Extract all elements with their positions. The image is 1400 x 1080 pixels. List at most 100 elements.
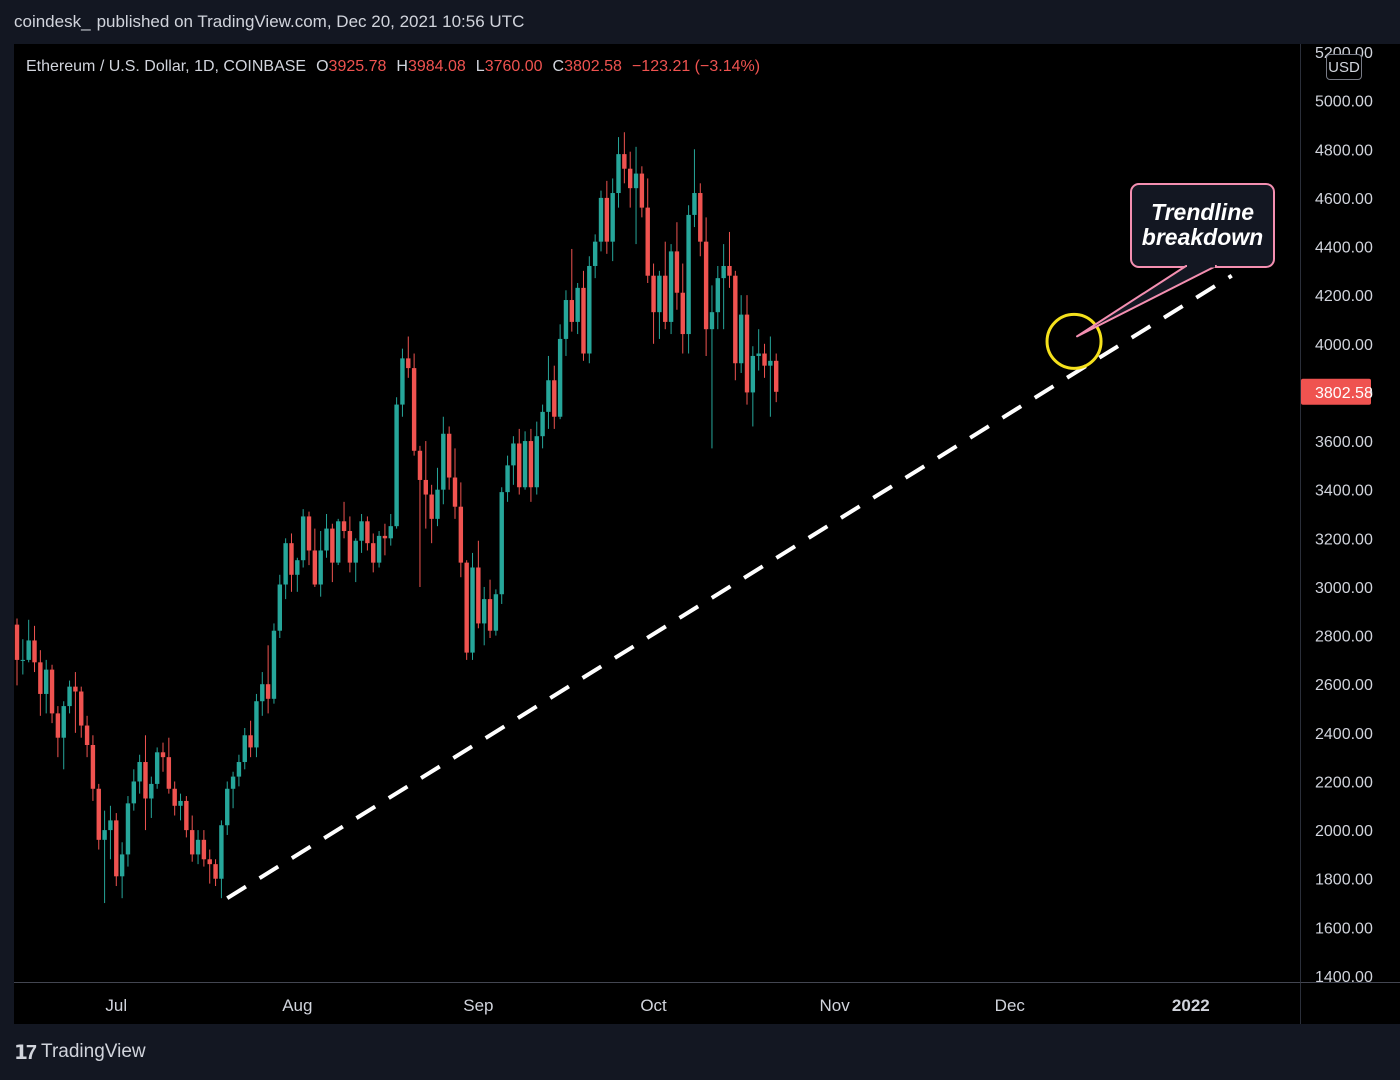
candle[interactable] (511, 436, 516, 485)
candle[interactable] (657, 270, 662, 339)
candle[interactable] (569, 248, 574, 332)
candle[interactable] (715, 265, 720, 330)
candle[interactable] (616, 137, 621, 208)
candle[interactable] (668, 244, 674, 335)
breakdown-highlight-circle[interactable] (1045, 312, 1103, 370)
candle[interactable] (365, 516, 370, 551)
candle[interactable] (49, 664, 55, 724)
candle[interactable] (738, 295, 744, 373)
candle[interactable] (534, 421, 539, 495)
candle[interactable] (38, 650, 43, 716)
candle[interactable] (505, 455, 510, 502)
candle[interactable] (411, 353, 417, 456)
candle[interactable] (336, 518, 341, 566)
candle[interactable] (79, 686, 84, 738)
candle[interactable] (686, 205, 691, 354)
candle[interactable] (318, 531, 323, 597)
candle[interactable] (744, 295, 750, 405)
candle[interactable] (300, 509, 306, 568)
candle[interactable] (236, 754, 242, 787)
candle[interactable] (563, 290, 569, 356)
candle[interactable] (254, 693, 259, 758)
candle[interactable] (201, 830, 207, 867)
candle[interactable] (394, 397, 399, 529)
candle[interactable] (698, 183, 703, 257)
candle[interactable] (639, 166, 645, 218)
candle[interactable] (67, 680, 72, 714)
candle[interactable] (44, 659, 49, 714)
candle[interactable] (55, 706, 61, 758)
candle[interactable] (283, 538, 288, 600)
candle[interactable] (137, 754, 142, 794)
candle[interactable] (230, 771, 236, 809)
candle[interactable] (119, 842, 125, 899)
candle[interactable] (429, 484, 434, 544)
candle[interactable] (423, 441, 428, 529)
candle[interactable] (774, 353, 779, 403)
tradingview-logo-icon[interactable]: 𝟭7 (14, 1041, 37, 1064)
candle[interactable] (446, 426, 452, 490)
symbol-label[interactable]: Ethereum / U.S. Dollar, 1D, COINBASE (26, 58, 307, 75)
candle[interactable] (768, 336, 773, 417)
candle[interactable] (26, 619, 31, 663)
candle[interactable] (610, 178, 615, 262)
candle[interactable] (172, 781, 177, 816)
candle[interactable] (762, 343, 767, 378)
candle[interactable] (207, 849, 212, 884)
candle[interactable] (458, 482, 464, 578)
candle[interactable] (575, 283, 580, 335)
candle[interactable] (721, 244, 726, 330)
trendline[interactable] (226, 274, 1233, 900)
candle[interactable] (604, 180, 610, 254)
candle[interactable] (20, 639, 26, 675)
candle[interactable] (493, 589, 499, 636)
candle[interactable] (324, 514, 329, 558)
candle[interactable] (546, 355, 551, 429)
candle[interactable] (388, 514, 393, 546)
candle[interactable] (265, 645, 271, 714)
candle[interactable] (733, 270, 738, 381)
candle[interactable] (143, 735, 148, 831)
candle[interactable] (359, 514, 364, 553)
candle[interactable] (756, 329, 761, 371)
candle[interactable] (114, 813, 119, 887)
candle[interactable] (277, 574, 282, 639)
candle[interactable] (592, 234, 598, 279)
candle[interactable] (213, 859, 218, 887)
candle[interactable] (709, 285, 715, 449)
candle[interactable] (32, 625, 37, 673)
candle[interactable] (441, 416, 446, 505)
candle[interactable] (242, 727, 247, 770)
candle[interactable] (417, 445, 423, 587)
candle[interactable] (341, 501, 347, 539)
candle[interactable] (452, 448, 458, 519)
candle[interactable] (406, 336, 411, 378)
candle[interactable] (645, 178, 650, 283)
candle[interactable] (464, 560, 469, 660)
candle[interactable] (376, 531, 382, 568)
candle[interactable] (622, 132, 627, 184)
candle[interactable] (499, 487, 504, 604)
candle[interactable] (306, 511, 312, 566)
candle[interactable] (470, 552, 475, 660)
candle[interactable] (382, 523, 388, 556)
candle[interactable] (295, 557, 300, 592)
candle[interactable] (540, 404, 545, 449)
candle[interactable] (633, 146, 639, 245)
candle[interactable] (598, 190, 604, 252)
candle[interactable] (14, 618, 20, 686)
candle[interactable] (108, 805, 113, 860)
candle[interactable] (557, 324, 563, 420)
candle[interactable] (680, 263, 685, 354)
candle[interactable] (248, 720, 253, 758)
time-axis[interactable]: Jul Aug Sep Oct Nov Dec 2022 (14, 982, 1300, 1024)
candle[interactable] (178, 793, 183, 821)
candle[interactable] (482, 586, 487, 646)
candle[interactable] (692, 149, 697, 228)
candle[interactable] (102, 810, 107, 904)
candle[interactable] (435, 467, 440, 527)
candle[interactable] (330, 523, 335, 583)
candle[interactable] (160, 742, 166, 772)
candle[interactable] (651, 263, 656, 344)
